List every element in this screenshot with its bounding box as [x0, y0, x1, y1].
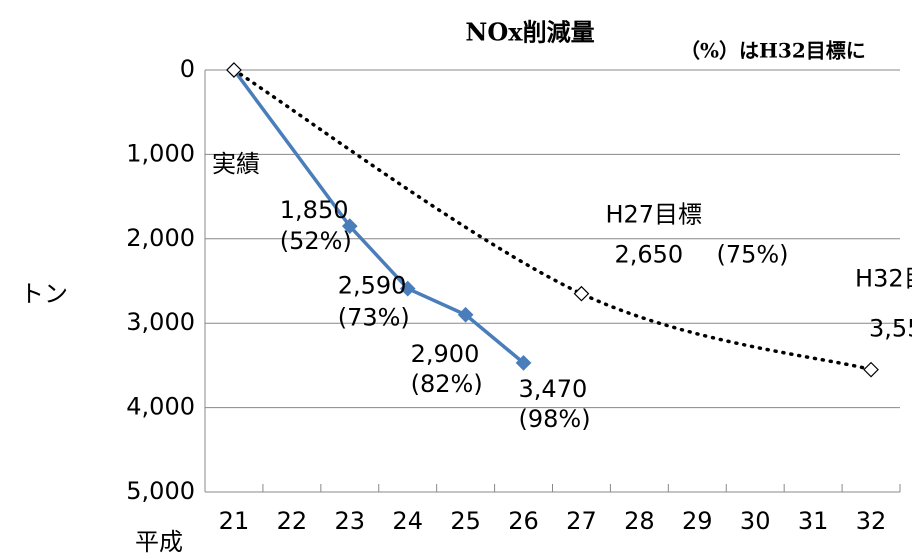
- x-tick-label: 27: [566, 507, 597, 535]
- value-label: 1,850: [280, 196, 349, 224]
- percent-label: (82%): [411, 370, 483, 398]
- value-label: 2,590: [338, 272, 407, 300]
- x-axis-label: 平成: [135, 528, 183, 556]
- series-label: 実績: [212, 150, 260, 178]
- point-marker: [573, 285, 590, 302]
- point-marker: [341, 218, 358, 234]
- target-line: [232, 68, 873, 372]
- x-tick-label: 21: [219, 507, 250, 535]
- percent-label: (52%): [280, 227, 352, 255]
- y-axis-label: トン: [20, 280, 68, 308]
- y-tick-label: 3,000: [126, 308, 195, 336]
- y-tick-label: 0: [180, 55, 195, 83]
- value-label: 2,650: [614, 241, 683, 269]
- x-tick-label: 23: [335, 507, 366, 535]
- x-tick-label: 29: [682, 507, 713, 535]
- point-marker: [399, 280, 416, 297]
- value-label: 3,470: [519, 375, 588, 403]
- chart-title: NOx削減量: [465, 18, 594, 47]
- percent-label: (75%): [716, 241, 788, 269]
- x-tick-label: 25: [450, 507, 481, 535]
- point-marker: [457, 306, 474, 323]
- y-tick-label: 1,000: [126, 139, 195, 167]
- y-tick-label: 4,000: [126, 393, 195, 421]
- point-marker: [863, 361, 879, 378]
- x-tick-label: 22: [277, 507, 308, 535]
- x-tick-label: 24: [392, 507, 423, 535]
- value-label: 3,550: [869, 315, 912, 343]
- x-tick-label: 30: [740, 507, 771, 535]
- y-tick-label: 2,000: [126, 224, 195, 252]
- y-tick-label: 5,000: [126, 477, 195, 505]
- x-tick-label: 32: [856, 507, 887, 535]
- x-tick-label: 31: [798, 507, 829, 535]
- chart-subtitle: （%）はH32目標に: [680, 39, 866, 63]
- percent-label: (98%): [519, 405, 591, 433]
- point-name: H32目標: [855, 265, 912, 293]
- point-marker: [515, 355, 532, 371]
- x-tick-label: 28: [624, 507, 655, 535]
- value-label: 2,900: [411, 340, 480, 368]
- percent-label: (73%): [338, 304, 410, 332]
- point-name: H27目標: [605, 201, 702, 229]
- point-marker: [226, 62, 242, 78]
- x-tick-label: 26: [508, 507, 539, 535]
